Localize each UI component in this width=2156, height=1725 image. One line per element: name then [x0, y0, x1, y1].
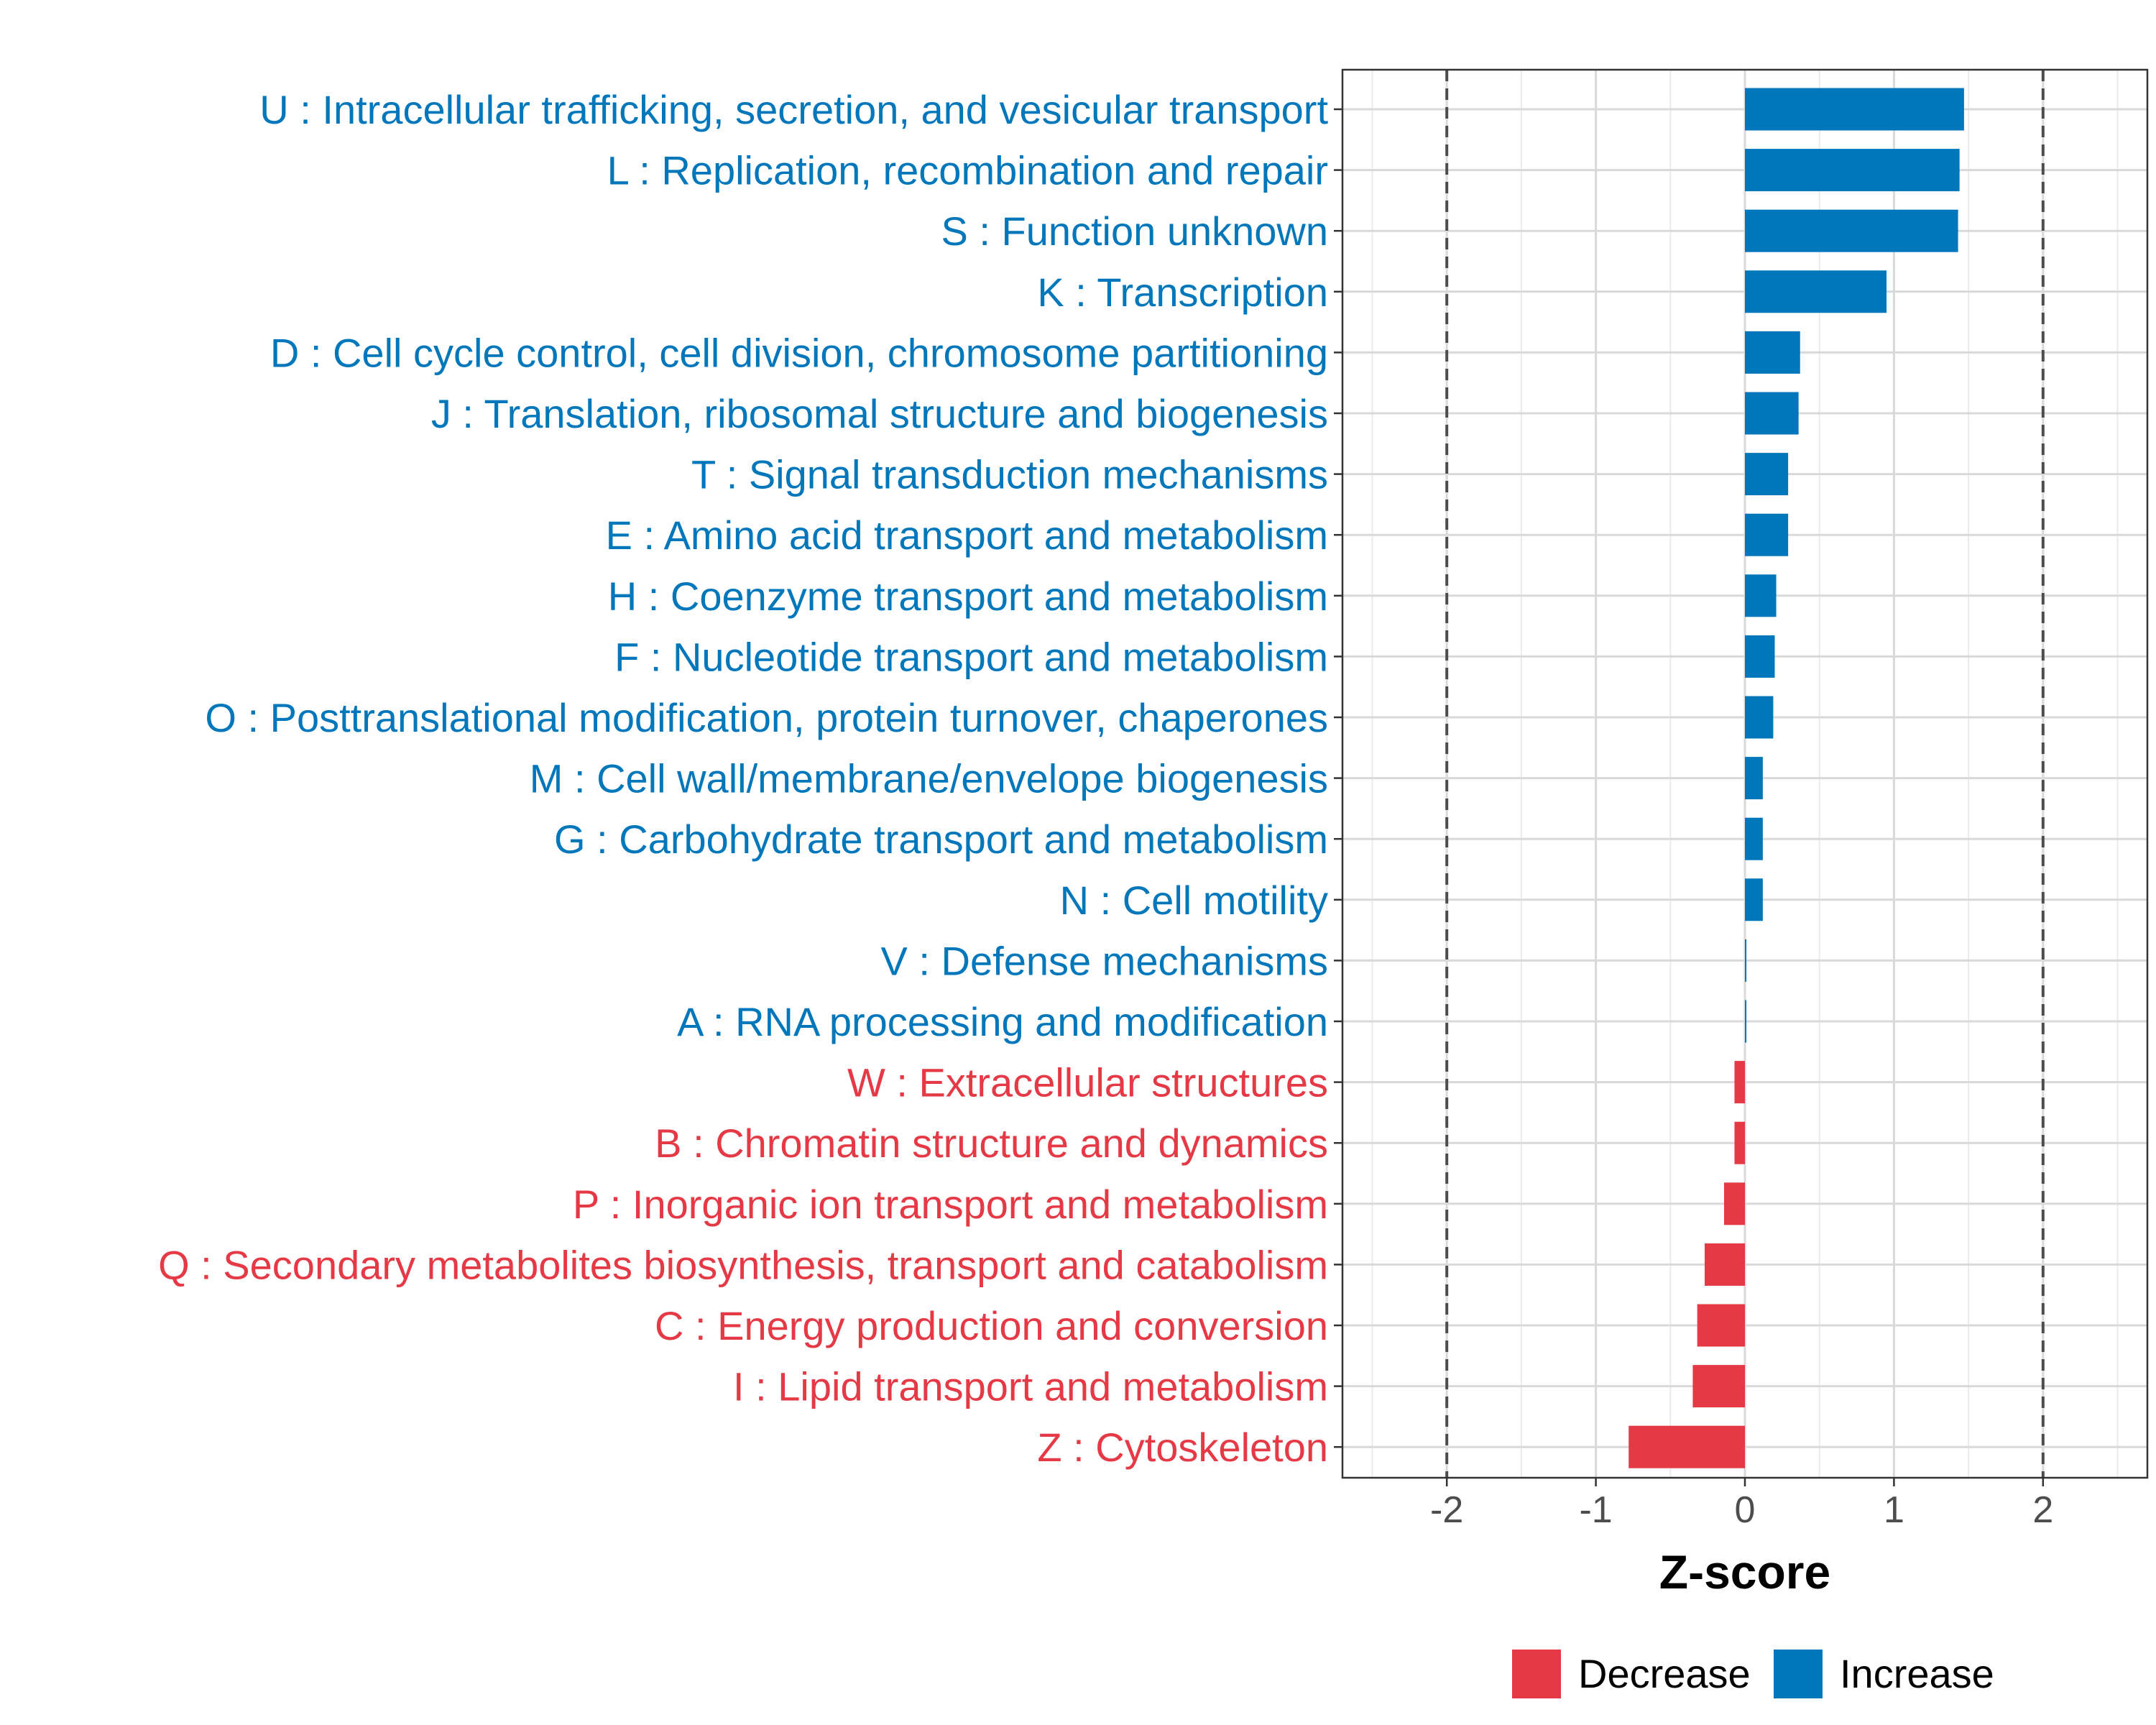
- legend-label-increase: Increase: [1840, 1651, 1994, 1696]
- bar-increase: [1745, 513, 1789, 556]
- y-axis-ticks: U : Intracellular trafficking, secretion…: [158, 87, 1342, 1470]
- x-axis-title: Z-score: [1659, 1545, 1830, 1598]
- bar-increase: [1745, 209, 1958, 252]
- category-label: A : RNA processing and modification: [677, 999, 1328, 1044]
- bars: [1628, 88, 1964, 1468]
- bar-decrease: [1705, 1243, 1745, 1286]
- category-label: M : Cell wall/membrane/envelope biogenes…: [530, 756, 1328, 801]
- category-label: C : Energy production and conversion: [655, 1303, 1328, 1348]
- category-label: I : Lipid transport and metabolism: [733, 1364, 1328, 1409]
- x-tick-label: 2: [2032, 1489, 2053, 1531]
- bar-increase: [1745, 270, 1887, 313]
- bar-increase: [1745, 696, 1774, 739]
- category-label: Q : Secondary metabolites biosynthesis, …: [158, 1242, 1328, 1287]
- bar-increase: [1745, 878, 1763, 921]
- x-tick-label: -2: [1430, 1489, 1463, 1531]
- category-label: H : Coenzyme transport and metabolism: [608, 574, 1328, 619]
- category-label: T : Signal transduction mechanisms: [691, 452, 1328, 497]
- x-tick-label: 0: [1735, 1489, 1756, 1531]
- bar-increase: [1745, 574, 1777, 617]
- category-label: F : Nucleotide transport and metabolism: [614, 634, 1328, 679]
- bar-decrease: [1734, 1061, 1745, 1104]
- category-label: E : Amino acid transport and metabolism: [606, 512, 1328, 558]
- category-label: P : Inorganic ion transport and metaboli…: [573, 1182, 1328, 1227]
- category-label: W : Extracellular structures: [847, 1060, 1328, 1105]
- category-label: O : Posttranslational modification, prot…: [205, 695, 1328, 740]
- bar-decrease: [1723, 1182, 1745, 1225]
- category-label: V : Defense mechanisms: [881, 938, 1328, 983]
- category-label: D : Cell cycle control, cell division, c…: [270, 330, 1328, 375]
- bar-decrease: [1628, 1425, 1745, 1468]
- bar-decrease: [1734, 1121, 1745, 1164]
- category-label: S : Function unknown: [941, 208, 1328, 254]
- bar-increase: [1745, 453, 1789, 496]
- category-label: K : Transcription: [1037, 270, 1328, 315]
- bar-increase: [1745, 1000, 1747, 1043]
- legend-key-decrease: [1512, 1650, 1561, 1698]
- category-label: J : Translation, ribosomal structure and…: [431, 391, 1328, 436]
- category-label: Z : Cytoskeleton: [1037, 1425, 1328, 1470]
- bar-increase: [1745, 939, 1747, 982]
- bar-increase: [1745, 331, 1800, 374]
- legend: Decrease Increase: [1512, 1650, 1994, 1698]
- category-label: L : Replication, recombination and repai…: [607, 148, 1328, 193]
- bar-decrease: [1692, 1365, 1745, 1408]
- category-label: G : Carbohydrate transport and metabolis…: [554, 816, 1328, 862]
- bar-increase: [1745, 757, 1763, 800]
- x-tick-label: -1: [1579, 1489, 1612, 1531]
- category-label: N : Cell motility: [1060, 878, 1328, 923]
- reference-lines: [1445, 70, 2045, 1478]
- bar-decrease: [1697, 1304, 1745, 1347]
- legend-key-increase: [1774, 1650, 1823, 1698]
- x-tick-label: 1: [1884, 1489, 1904, 1531]
- bar-increase: [1745, 392, 1799, 435]
- bar-increase: [1745, 149, 1960, 192]
- legend-label-decrease: Decrease: [1578, 1651, 1751, 1696]
- x-axis-ticks: -2 -1 0 1 2: [1430, 1478, 2053, 1531]
- bar-increase: [1745, 817, 1763, 860]
- category-label: U : Intracellular trafficking, secretion…: [259, 87, 1328, 132]
- bar-increase: [1745, 635, 1775, 678]
- bar-increase: [1745, 88, 1964, 131]
- category-label: B : Chromatin structure and dynamics: [655, 1121, 1328, 1166]
